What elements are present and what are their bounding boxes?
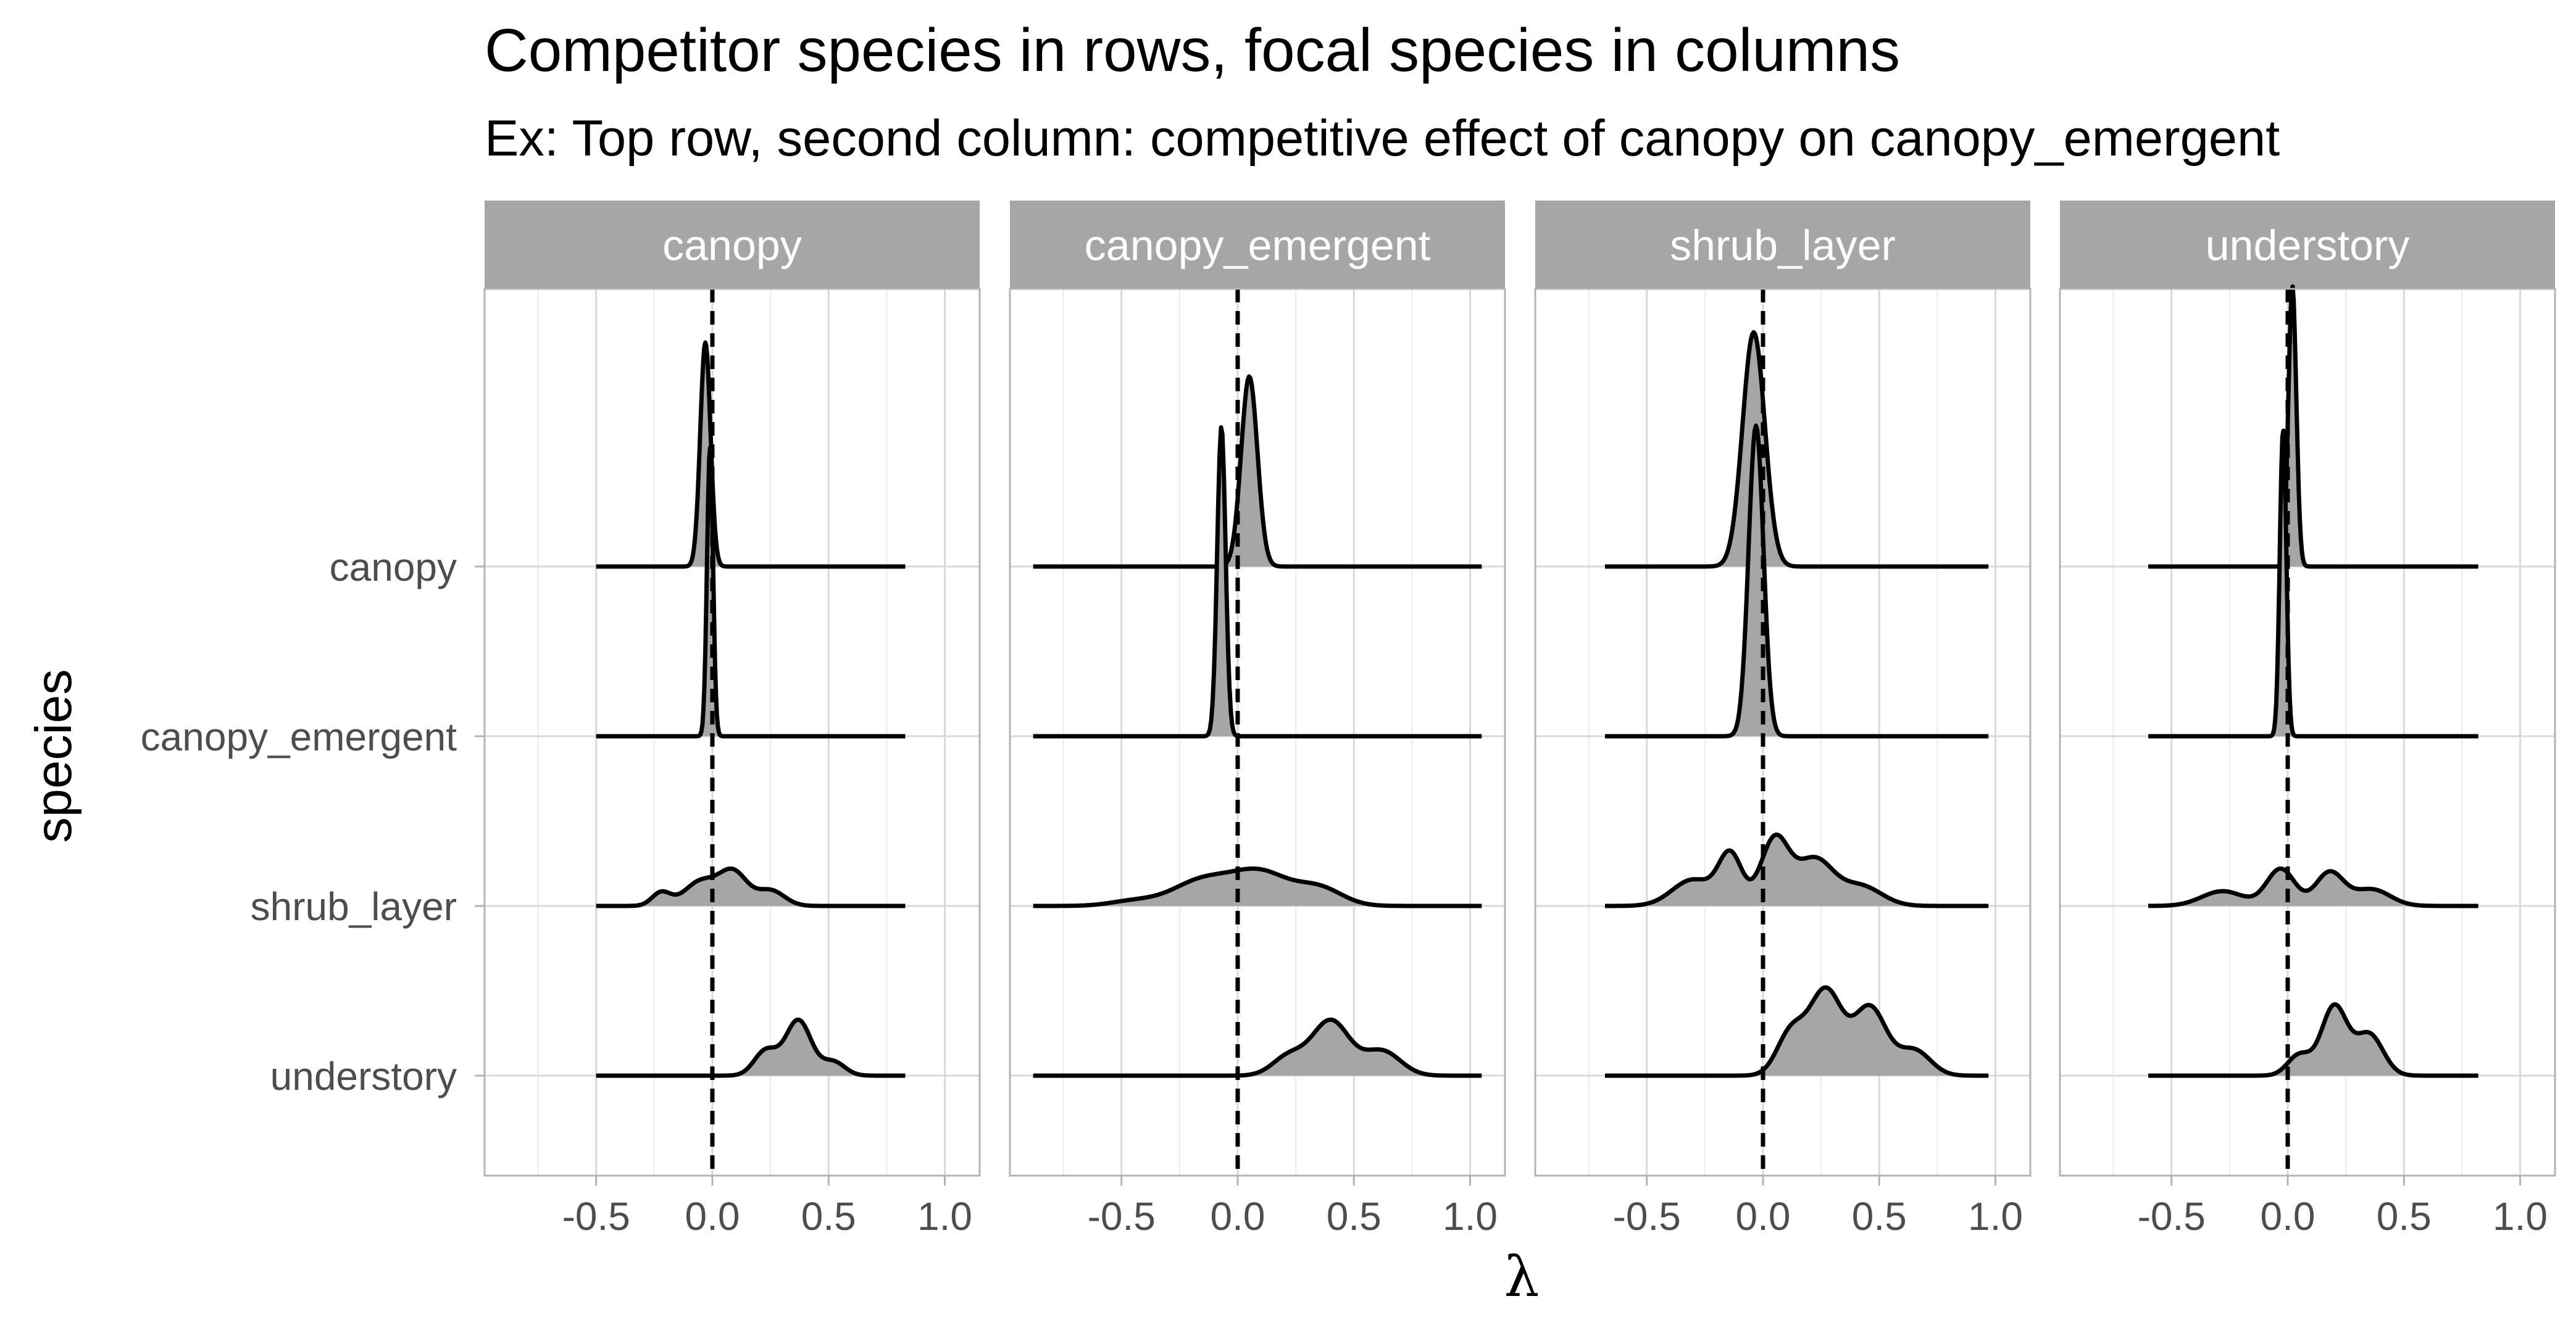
density-area-understory	[2148, 1004, 2478, 1076]
facet-strip-label: understory	[2206, 222, 2410, 270]
facet-strip-label: shrub_layer	[1670, 222, 1896, 270]
facet-strip-label: canopy_emergent	[1085, 222, 1430, 270]
panel-border	[1009, 288, 1506, 1177]
facet-panel-understory: understory -0.5 0.0 0.5 1.0	[2059, 201, 2556, 1239]
x-tick-label: 1.0	[1443, 1194, 1498, 1239]
y-tick-label-canopy_emergent: canopy_emergent	[141, 715, 457, 759]
x-tick-label: 0.5	[1852, 1194, 1907, 1239]
density-line-canopy	[2147, 284, 2480, 569]
density-area-understory	[1605, 987, 1989, 1076]
x-tick-label: -0.5	[2138, 1194, 2206, 1239]
x-tick-label: 1.0	[917, 1194, 972, 1239]
density-line-shrub_layer	[1604, 833, 1990, 908]
density-area-canopy_emergent	[2148, 431, 2478, 736]
density-line-understory	[594, 1017, 907, 1078]
density-line-understory	[2147, 1002, 2480, 1078]
facet-strip	[485, 201, 980, 289]
facet-strip	[2060, 201, 2555, 289]
density-area-canopy_emergent	[1605, 425, 1989, 736]
density-area-understory	[596, 1019, 906, 1076]
density-area-shrub_layer	[1605, 834, 1989, 906]
density-line-canopy_emergent	[594, 446, 907, 739]
panel-border	[483, 288, 981, 1177]
y-tick-label-shrub_layer: shrub_layer	[251, 884, 457, 929]
density-line-understory	[1604, 985, 1990, 1078]
y-tick-label-canopy: canopy	[330, 545, 457, 589]
density-line-canopy	[1604, 330, 1990, 569]
density-line-canopy_emergent	[1604, 423, 1990, 739]
chart-title: Competitor species in rows, focal specie…	[485, 16, 1900, 84]
facet-strip	[1010, 201, 1505, 289]
x-tick-label: 0.0	[2261, 1194, 2315, 1239]
density-area-canopy	[1605, 332, 1989, 567]
x-tick-label: 0.5	[1327, 1194, 1382, 1239]
y-axis-title: species	[25, 669, 82, 842]
density-line-shrub_layer	[594, 866, 907, 908]
facet-panel-canopy: canopy -0.5 0.0 0.5 1.0	[483, 201, 981, 1239]
x-axis-title: λ	[1504, 1245, 1539, 1310]
facet-panel-canopy_emergent: canopy_emergent -0.5 0.0 0.5 1.0	[1009, 201, 1506, 1239]
density-area-canopy	[596, 343, 906, 567]
y-axis-tick-labels: canopy canopy_emergent shrub_layer understo…	[141, 545, 485, 1098]
density-area-understory	[1033, 1019, 1482, 1076]
facet-panel-shrub_layer: shrub_layer -0.5 0.0 0.5 1.0	[1534, 201, 2032, 1239]
x-tick-label: 1.0	[2493, 1194, 2548, 1239]
x-tick-label: 0.0	[1211, 1194, 1265, 1239]
density-line-canopy_emergent	[1032, 425, 1483, 739]
density-line-shrub_layer	[2147, 866, 2480, 908]
facet-strip-label: canopy	[662, 222, 802, 270]
x-tick-label: -0.5	[1088, 1194, 1156, 1239]
density-area-shrub_layer	[1033, 868, 1482, 906]
x-tick-label: 0.5	[801, 1194, 856, 1239]
density-area-canopy	[2148, 286, 2478, 567]
density-line-canopy	[1032, 374, 1483, 569]
x-tick-label: 0.0	[685, 1194, 740, 1239]
density-line-shrub_layer	[1032, 866, 1483, 908]
facet-strip	[1535, 201, 2030, 289]
x-tick-label: -0.5	[1613, 1194, 1681, 1239]
panel-border	[2059, 288, 2556, 1177]
x-tick-label: 0.5	[2377, 1194, 2432, 1239]
density-line-canopy_emergent	[2147, 428, 2480, 739]
x-tick-label: -0.5	[562, 1194, 630, 1239]
x-tick-label: 1.0	[1968, 1194, 2023, 1239]
density-area-canopy_emergent	[596, 447, 906, 736]
y-tick-label-understory: understory	[270, 1054, 457, 1098]
chart-subtitle: Ex: Top row, second column: competitive …	[485, 109, 2280, 167]
density-line-understory	[1032, 1017, 1483, 1078]
density-line-canopy	[594, 340, 907, 569]
x-tick-label: 0.0	[1736, 1194, 1791, 1239]
panel-border	[1534, 288, 2032, 1177]
facet-panels: canopy -0.5 0.0 0.5 1.0 canopy_emergent -0.5 0.…	[483, 201, 2556, 1239]
